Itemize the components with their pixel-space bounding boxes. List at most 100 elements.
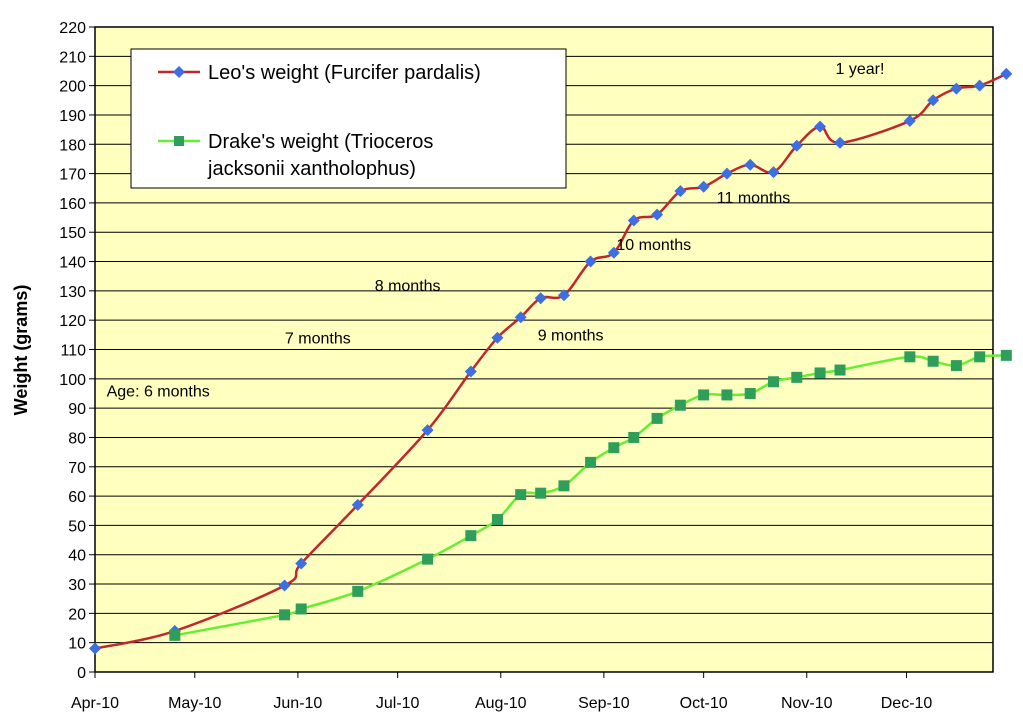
drake-point xyxy=(950,360,962,372)
y-tick-label: 180 xyxy=(59,137,86,154)
y-tick-label: 140 xyxy=(59,255,86,272)
leo-point xyxy=(278,579,291,592)
drake-point xyxy=(169,629,181,641)
y-tick-label: 120 xyxy=(59,313,86,330)
x-tick-label: Dec-10 xyxy=(881,695,933,712)
drake-point xyxy=(904,351,916,363)
leo-point xyxy=(767,166,780,179)
drake-point xyxy=(352,585,364,597)
y-tick-label: 130 xyxy=(59,284,86,301)
drake-point xyxy=(515,489,527,501)
drake-point xyxy=(558,480,570,492)
leo-point xyxy=(790,139,803,152)
legend-drake-label-line2: jacksonii xantholophus) xyxy=(207,158,416,180)
leo-point xyxy=(534,292,547,305)
drake-point xyxy=(791,371,803,383)
y-tick-label: 90 xyxy=(68,401,86,418)
y-tick-label: 80 xyxy=(68,430,86,447)
drake-point xyxy=(698,389,710,401)
leo-point xyxy=(607,246,620,259)
y-tick-label: 20 xyxy=(68,606,86,623)
annotation: Age: 6 months xyxy=(107,383,210,400)
leo-point xyxy=(351,498,364,511)
leo-point xyxy=(674,185,687,198)
y-tick-label: 170 xyxy=(59,167,86,184)
annotation: 1 year! xyxy=(836,61,885,78)
leo-point xyxy=(627,214,640,227)
x-tick-label: Oct-10 xyxy=(680,695,728,712)
legend-drake-marker xyxy=(174,136,184,146)
y-tick-label: 160 xyxy=(59,196,86,213)
drake-point xyxy=(814,367,826,379)
drake-point xyxy=(721,389,733,401)
drake-point xyxy=(744,387,756,399)
y-tick-label: 210 xyxy=(59,49,86,66)
y-tick-label: 220 xyxy=(59,20,86,37)
drake-point xyxy=(422,553,434,565)
x-tick-label: Nov-10 xyxy=(781,695,833,712)
leo-point xyxy=(903,114,916,127)
leo-point xyxy=(834,136,847,149)
leo-point xyxy=(950,82,963,95)
y-axis-label: Weight (grams) xyxy=(11,285,31,416)
legend-leo-marker xyxy=(173,66,185,78)
legend-drake-label-line1: Drake's weight (Trioceros xyxy=(208,131,433,153)
annotation-layer: Age: 6 months 7 months 8 months 9 months 10 … xyxy=(107,61,885,401)
x-tick-label: Jul-10 xyxy=(376,695,420,712)
drake-point xyxy=(834,364,846,376)
leo-point xyxy=(744,158,757,171)
drake-point xyxy=(674,399,686,411)
leo-point xyxy=(814,120,827,133)
drake-point xyxy=(927,355,939,367)
y-axis-ticks: 0 10 20 30 40 50 60 70 80 90 100 110 120 130 140 150 160… xyxy=(59,20,95,682)
drake-point xyxy=(628,431,640,443)
leo-point xyxy=(464,365,477,378)
drake-point xyxy=(608,442,620,454)
y-tick-label: 40 xyxy=(68,548,86,565)
y-tick-label: 0 xyxy=(77,665,86,682)
y-tick-label: 150 xyxy=(59,225,86,242)
x-axis-ticks: Apr-10 May-10 Jun-10 Jul-10 Aug-10 Sep-10 Oct-… xyxy=(71,672,932,712)
leo-point xyxy=(973,79,986,92)
leo-point xyxy=(697,180,710,193)
series-layer xyxy=(89,67,1013,655)
y-tick-label: 70 xyxy=(68,460,86,477)
annotation: 7 months xyxy=(285,331,351,348)
leo-point xyxy=(584,255,597,268)
leo-point xyxy=(651,208,664,221)
legend-box xyxy=(130,48,567,189)
leo-point xyxy=(89,642,101,655)
y-tick-label: 110 xyxy=(60,343,86,360)
drake-point xyxy=(295,603,307,615)
drake-point xyxy=(974,351,986,363)
leo-point xyxy=(1000,67,1013,80)
y-tick-label: 100 xyxy=(59,372,86,389)
x-tick-label: May-10 xyxy=(168,695,221,712)
leo-point xyxy=(557,289,570,302)
y-tick-label: 200 xyxy=(59,79,86,96)
gridlines xyxy=(95,55,993,644)
drake-point xyxy=(279,609,291,621)
y-tick-label: 190 xyxy=(59,108,86,125)
drake-point xyxy=(585,456,597,468)
drake-point xyxy=(1000,349,1012,361)
drake-point xyxy=(465,530,477,542)
x-tick-label: Sep-10 xyxy=(578,695,630,712)
plot-border xyxy=(94,26,994,673)
y-tick-label: 50 xyxy=(68,518,86,535)
x-tick-label: Aug-10 xyxy=(475,695,527,712)
y-tick-label: 30 xyxy=(68,577,86,594)
leo-point xyxy=(295,557,308,570)
drake-point xyxy=(767,376,779,388)
leo-point xyxy=(514,311,527,324)
leo-point xyxy=(927,94,940,107)
legend-leo-label: Leo's weight (Furcifer pardalis) xyxy=(208,62,481,84)
legend-drake-label: Drake's weight (Trioceros jacksonii xant… xyxy=(207,131,439,180)
x-tick-label: Apr-10 xyxy=(71,695,119,712)
drake-point xyxy=(535,487,547,499)
leo-point xyxy=(421,424,434,437)
annotation: 8 months xyxy=(375,278,441,295)
drake-point xyxy=(651,412,663,424)
annotation: 10 months xyxy=(616,237,691,254)
